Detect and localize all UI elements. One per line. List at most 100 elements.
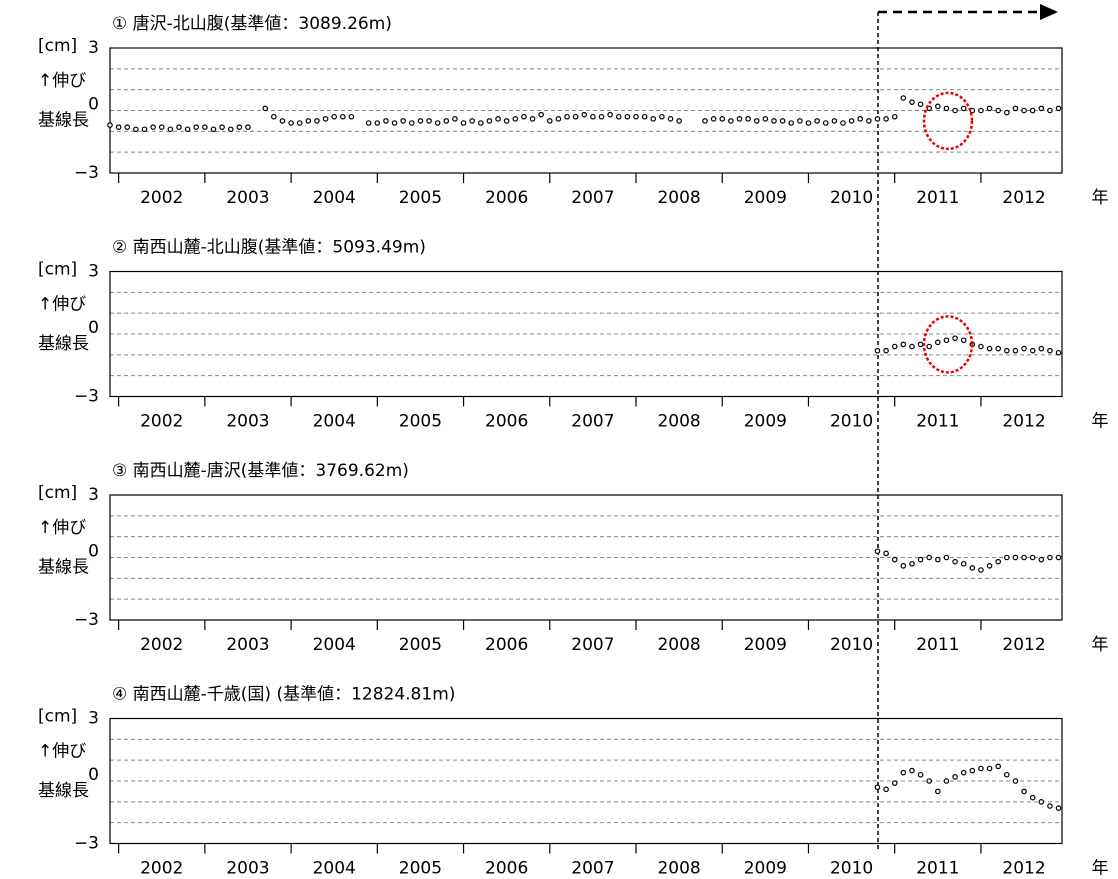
data-point [305,118,312,124]
x-tick-label: 2002 [140,635,183,655]
data-point [952,774,958,780]
data-point [340,113,346,120]
data-point [814,118,820,124]
data-point [529,116,536,122]
data-point [538,111,544,118]
data-point [917,556,924,563]
data-point [883,116,889,122]
data-point [607,111,613,118]
data-point [909,343,915,350]
data-point [460,120,467,126]
data-point [581,111,588,118]
data-point [667,116,674,122]
data-point [641,113,648,120]
y-axis-label: ↑伸び [38,295,86,315]
data-point [348,113,355,120]
data-point [1004,554,1010,561]
data-point [219,124,225,130]
x-tick-label: 2003 [226,859,269,879]
data-point [434,120,441,126]
data-point [572,113,579,120]
data-point [969,767,976,774]
data-point [521,113,527,120]
data-point [1029,794,1036,801]
data-point [995,558,1001,565]
x-tick-label: 2009 [744,188,787,208]
x-tick-label: 2012 [1002,412,1045,432]
x-axis-unit: 年 [1092,635,1109,655]
y-tick-label: −3 [74,163,99,183]
x-tick-label: 2009 [744,412,787,432]
data-point [1055,805,1062,811]
data-point [986,345,993,352]
x-tick-label: 2004 [313,188,356,208]
data-point [960,769,967,776]
y-tick-label: 3 [88,38,99,58]
data-point [986,765,993,772]
data-point [935,788,941,795]
data-point [995,345,1001,352]
data-point [900,341,907,348]
data-point [167,126,174,133]
data-point [960,337,967,344]
data-point [150,124,156,130]
data-point [909,767,915,774]
data-point [943,337,950,344]
data-point [978,765,984,772]
data-point [193,124,200,130]
data-point [917,771,924,778]
data-point [1012,778,1019,784]
data-point [598,113,605,120]
data-point [400,118,406,124]
data-point [831,118,838,124]
x-axis-unit: 年 [1092,859,1109,879]
data-point [1004,109,1010,116]
x-tick-label: 2011 [916,188,959,208]
x-tick-label: 2005 [399,635,442,655]
data-point [952,558,958,565]
highlight-circle [922,91,974,151]
plot-frame [109,47,1063,174]
data-point [771,118,777,124]
data-point [615,113,622,120]
data-point [891,113,898,120]
data-point [788,120,795,126]
y-axis-unit: [cm] [38,707,77,727]
x-tick-label: 2005 [399,412,442,432]
x-tick-label: 2009 [744,635,787,655]
data-point [986,105,993,112]
data-point [753,118,760,124]
x-tick-label: 2006 [485,859,528,879]
plot-frame [109,717,1063,845]
data-point [943,778,950,784]
x-tick-label: 2009 [744,859,787,879]
y-tick-label: 3 [88,485,99,505]
data-point [960,560,967,567]
plot-frame [109,270,1063,398]
arrow-head [1040,4,1058,20]
data-point [1012,554,1019,561]
data-point [158,124,165,130]
data-point [935,556,941,563]
x-axis-unit: 年 [1092,412,1109,432]
data-point [236,124,243,130]
data-point [374,120,381,126]
data-point [943,105,950,112]
x-tick-label: 2003 [226,635,269,655]
panel-title: ② 南西山麓-北山腹(基準値：5093.49m) [112,238,426,258]
x-tick-label: 2012 [1002,188,1045,208]
data-point [874,548,881,555]
data-point [262,105,269,112]
y-axis-label: 基線長 [38,558,89,578]
data-point [719,116,726,122]
data-point [417,118,424,124]
x-tick-label: 2008 [657,188,700,208]
data-point [1021,345,1027,352]
data-point [546,118,553,124]
data-point [736,116,743,122]
data-point [296,120,303,126]
data-point [676,118,682,124]
plot-frame [109,494,1063,621]
data-point [978,343,984,350]
